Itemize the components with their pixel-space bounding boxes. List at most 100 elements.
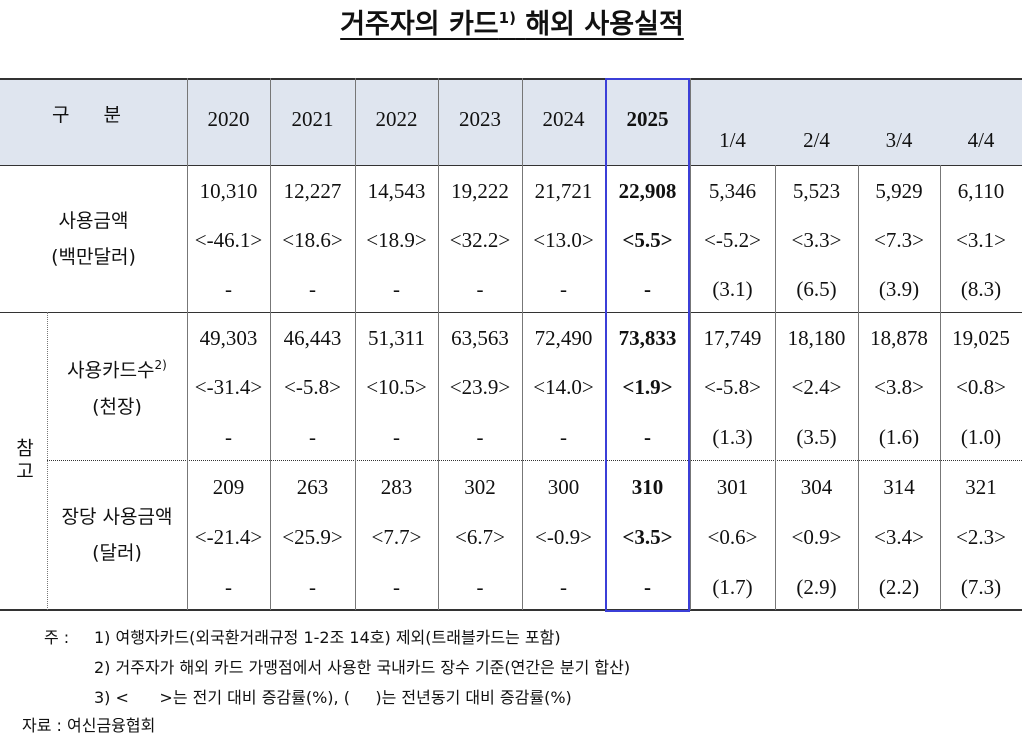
cell-value: 301 [716, 474, 749, 499]
cell-value: 63,563 [451, 326, 509, 351]
cell-value: 10,310 [199, 179, 258, 203]
v-line [270, 78, 271, 610]
cell-value: 21,721 [534, 179, 593, 203]
title-underline: 거주자의 카드1) 해외 사용실적 [340, 9, 684, 40]
cell-value: - [225, 574, 232, 599]
cell-value: <0.6> [707, 524, 758, 549]
cell-value: <-21.4> [194, 524, 263, 549]
cell-value: (2.9) [796, 574, 837, 599]
year-header: 2021 [291, 107, 334, 131]
cell-value: <0.8> [956, 375, 1006, 400]
title-sup: 1) [498, 9, 516, 27]
side-label: 참고 [12, 438, 35, 484]
cell-value: 302 [464, 474, 496, 499]
row-label: 장당 사용금액 (달러) [47, 460, 187, 610]
h-line [0, 609, 1022, 611]
quarter-header: 4/4 [967, 127, 995, 152]
cell-value: 12,227 [283, 179, 342, 203]
cell-value: 73,833 [618, 326, 677, 351]
v-line [47, 312, 48, 610]
year-header: 2023 [459, 107, 501, 131]
cell-value: - [225, 277, 232, 301]
cell-value: (8.3) [960, 277, 1002, 301]
title-rest: 해외 사용실적 [525, 9, 684, 40]
row-label-unit: (천장) [92, 395, 142, 418]
year-header: 2025 [626, 107, 669, 131]
cell-value: (1.6) [878, 424, 920, 449]
cell-value: 5,346 [708, 179, 757, 203]
cell-value: - [393, 424, 400, 449]
cell-value: <7.7> [371, 524, 422, 549]
cell-value: - [225, 424, 232, 449]
cell-value: <-0.9> [535, 524, 592, 549]
row-label-name: 사용카드수2) [67, 347, 167, 388]
cell-value: (1.7) [712, 574, 753, 599]
cell-value: - [393, 574, 400, 599]
h-line [0, 312, 1022, 313]
cell-value: <14.0> [533, 375, 594, 400]
h-line [0, 165, 1022, 166]
cell-value: 51,311 [368, 326, 425, 351]
cell-value: 263 [296, 474, 329, 499]
highlight-2025 [605, 78, 690, 612]
notes-prefix: 주 : [44, 628, 70, 647]
year-header: 2024 [542, 107, 585, 131]
cell-value: <3.4> [874, 524, 924, 549]
row-label-unit: (달러) [92, 542, 142, 564]
cell-value: - [476, 574, 484, 599]
cell-value: - [309, 574, 316, 599]
cell-value: <18.9> [366, 228, 427, 252]
row-label-name: 사용금액 [59, 203, 129, 239]
cell-value: (7.3) [960, 574, 1002, 599]
cell-value: - [476, 277, 484, 301]
row-label-text: 사용카드수 [67, 359, 155, 382]
row-label-text: 장당 사용금액 [61, 506, 173, 528]
row-label: 사용금액 (백만달러) [0, 165, 187, 312]
v-line [522, 78, 523, 610]
cell-value: 321 [965, 474, 997, 499]
cell-value: - [644, 277, 651, 301]
cell-value: <18.6> [282, 228, 343, 252]
quarter-header: 1/4 [719, 127, 746, 152]
cell-value: (3.5) [796, 424, 837, 449]
note-item: 2) 거주자가 해외 카드 가맹점에서 사용한 국내카드 장수 기준(연간은 분… [94, 658, 631, 677]
cell-value: <5.5> [622, 228, 673, 252]
title-main: 거주자의 카드 [340, 9, 499, 40]
note-item: 1) 여행자카드(외국환거래규정 1-2조 14호) 제외(트래블카드는 포함) [94, 628, 561, 647]
cell-value: - [560, 277, 567, 301]
cell-value: <-31.4> [194, 375, 263, 400]
cell-value: <6.7> [455, 524, 505, 549]
cell-value: <32.2> [449, 228, 511, 252]
cell-value: 19,222 [451, 179, 509, 203]
cell-value: <-5.2> [704, 228, 761, 252]
row-label-text: 사용금액 [58, 209, 129, 232]
quarter-header: 3/4 [885, 127, 913, 152]
title: 거주자의 카드1) 해외 사용실적 [0, 2, 1024, 41]
row-label-name: 장당 사용금액 [62, 499, 173, 535]
cell-value: <3.8> [874, 375, 924, 400]
cell-value: 314 [883, 474, 915, 499]
quarter-header: 2/4 [803, 127, 830, 152]
h-line [47, 460, 1022, 461]
cell-value: <0.9> [791, 524, 842, 549]
row-label-unit: (백만달러) [51, 245, 136, 268]
v-line [355, 78, 356, 610]
cell-value: (1.3) [712, 424, 753, 449]
v-line [858, 165, 859, 610]
cell-value: 18,878 [870, 326, 928, 351]
cell-value: - [309, 424, 316, 449]
cell-value: <13.0> [533, 228, 594, 252]
row-label-sup: 2) [154, 358, 167, 373]
header-label: 구 분 [52, 103, 135, 126]
cell-value: (2.2) [878, 574, 920, 599]
row-label: 사용카드수2) (천장) [47, 312, 187, 460]
cell-value: 14,543 [367, 179, 426, 203]
header-bg [0, 78, 1022, 165]
cell-value: 304 [800, 474, 833, 499]
cell-value: - [560, 574, 567, 599]
cell-value: <3.3> [791, 228, 842, 252]
cell-value: 5,523 [792, 179, 841, 203]
cell-value: - [309, 277, 316, 301]
cell-value: <3.1> [956, 228, 1006, 252]
cell-value: 209 [212, 474, 245, 499]
